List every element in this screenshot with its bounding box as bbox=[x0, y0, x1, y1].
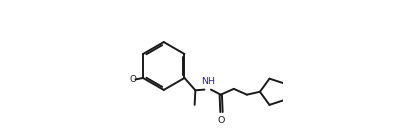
Text: O: O bbox=[129, 75, 136, 84]
Text: NH: NH bbox=[201, 77, 215, 86]
Text: O: O bbox=[218, 116, 225, 125]
